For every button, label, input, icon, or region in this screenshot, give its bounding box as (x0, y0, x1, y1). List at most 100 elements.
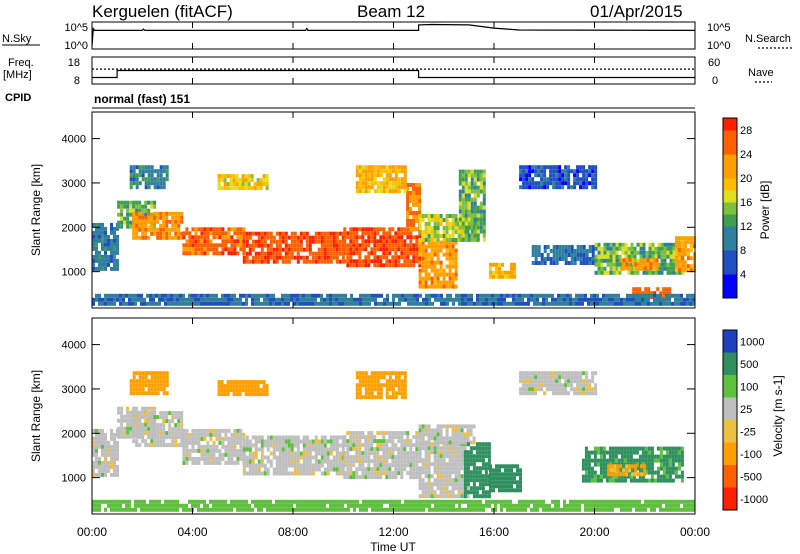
scatter-cell (469, 424, 473, 429)
scatter-cell (421, 264, 425, 269)
scatter-cell (584, 470, 588, 475)
scatter-cell (440, 293, 443, 298)
scatter-cell (409, 455, 413, 460)
scatter-cell (620, 301, 623, 306)
scatter-cell (113, 226, 116, 231)
scatter-cell (451, 240, 455, 245)
scatter-cell (209, 243, 213, 248)
scatter-cell (119, 297, 122, 302)
scatter-cell (233, 243, 237, 248)
scatter-cell (464, 173, 468, 178)
scatter-cell (406, 219, 410, 223)
scatter-cell (478, 458, 482, 463)
scatter-cell (614, 450, 618, 455)
scatter-cell (430, 486, 434, 491)
scatter-cell (113, 460, 116, 465)
scatter-cell (388, 235, 392, 240)
scatter-cell (657, 254, 661, 259)
scatter-cell (479, 293, 482, 298)
scatter-cell (116, 507, 119, 512)
scatter-cell (191, 251, 195, 256)
scatter-cell (188, 436, 192, 441)
scatter-cell (599, 301, 602, 306)
scatter-cell (621, 250, 625, 255)
scatter-cell (380, 293, 383, 298)
scatter-cell (138, 223, 142, 228)
scatter-cell (110, 452, 113, 457)
scatter-cell (242, 463, 246, 468)
scatter-cell (479, 507, 482, 512)
scatter-cell (662, 478, 666, 483)
scatter-cell (389, 499, 392, 504)
scatter-cell (347, 507, 350, 512)
scatter-cell (686, 236, 690, 241)
scatter-cell (379, 165, 383, 170)
scatter-cell (364, 259, 368, 264)
scatter-cell (436, 454, 440, 459)
scatter-cell (176, 503, 179, 508)
scatter-cell (412, 455, 416, 460)
scatter-cell (603, 254, 607, 259)
scatter-cell (388, 173, 392, 178)
scatter-cell (425, 297, 428, 302)
scatter-cell (543, 177, 547, 182)
scatter-cell (260, 235, 264, 240)
scatter-cell (622, 266, 626, 271)
scatter-cell (627, 246, 631, 251)
scatter-cell (373, 181, 377, 186)
scatter-cell (677, 293, 680, 298)
scatter-cell (404, 293, 407, 298)
scatter-cell (218, 231, 222, 236)
scatter-cell (110, 507, 113, 512)
scatter-cell (581, 478, 585, 483)
scatter-cell (147, 177, 151, 182)
scatter-cell (469, 486, 473, 491)
scatter-cell (132, 211, 136, 216)
scatter-cell (361, 435, 365, 440)
scatter-cell (107, 448, 110, 453)
scatter-cell (373, 467, 377, 472)
scatter-cell (466, 462, 470, 467)
scatter-cell (165, 443, 169, 448)
scatter-cell (311, 255, 315, 260)
scatter-cell (418, 191, 422, 195)
scatter-cell (566, 503, 569, 508)
scatter-cell (602, 462, 606, 467)
scatter-cell (144, 422, 148, 427)
scatter-cell (433, 458, 437, 463)
scatter-cell (185, 460, 189, 465)
scatter-cell (335, 251, 339, 256)
scatter-cell (415, 447, 419, 452)
scatter-cell (454, 256, 458, 261)
scatter-cell (98, 468, 101, 473)
scatter-cell (323, 439, 327, 444)
scatter-cell (463, 466, 467, 471)
scatter-cell (469, 428, 473, 433)
scatter-cell (513, 476, 516, 481)
scatter-cell (162, 415, 166, 420)
scatter-cell (287, 255, 291, 260)
scatter-cell (424, 466, 428, 471)
scatter-cell (476, 189, 480, 194)
scatter-cell (257, 231, 261, 236)
scatter-cell (147, 165, 151, 170)
scatter-cell (119, 507, 122, 512)
scatter-cell (296, 301, 299, 306)
scatter-cell (104, 234, 107, 239)
scatter-cell (567, 169, 571, 174)
scatter-cell (436, 450, 440, 455)
scatter-cell (233, 251, 237, 256)
scatter-cell (352, 439, 356, 444)
scatter-cell (548, 293, 551, 298)
scatter-cell (566, 301, 569, 306)
scatter-cell (132, 427, 136, 432)
scatter-cell (275, 499, 278, 504)
scatter-cell (125, 293, 128, 298)
cpid-label: CPID (5, 92, 31, 104)
scatter-cell (147, 219, 151, 224)
scatter-cell (427, 454, 431, 459)
scatter-cell (92, 262, 95, 267)
scatter-cell (674, 260, 678, 265)
scatter-cell (543, 165, 547, 170)
scatter-cell (338, 463, 342, 468)
